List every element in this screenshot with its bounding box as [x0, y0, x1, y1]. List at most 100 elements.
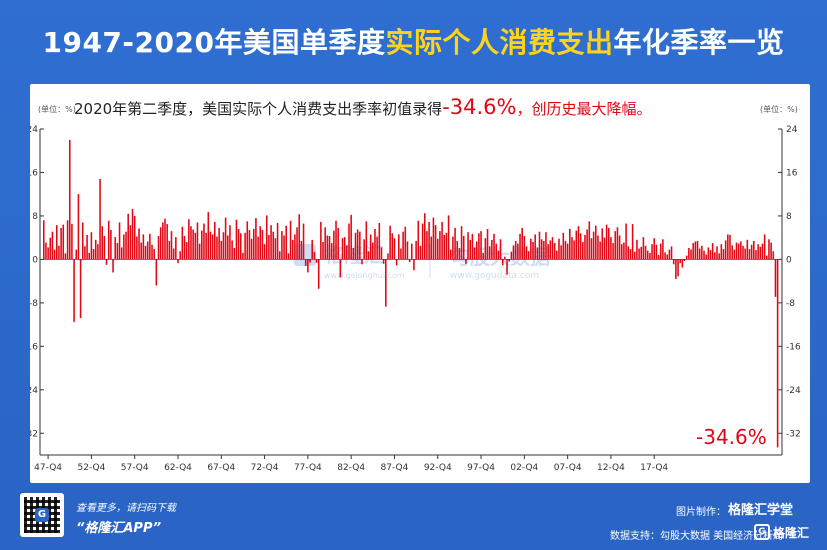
bar — [727, 234, 729, 260]
bar — [475, 241, 478, 260]
bar — [376, 236, 378, 260]
bar — [553, 243, 556, 260]
bar — [257, 236, 259, 260]
bar — [242, 252, 244, 260]
y-tick-label: -24 — [786, 386, 801, 396]
bar — [294, 234, 296, 260]
bar — [157, 236, 160, 260]
bar — [668, 249, 671, 260]
y-tick-label: 16 — [786, 168, 798, 178]
bar — [742, 245, 744, 260]
bar — [688, 247, 690, 260]
bar — [73, 259, 75, 322]
bar — [638, 248, 640, 260]
bar — [330, 243, 333, 260]
bar — [287, 253, 290, 260]
bar — [540, 239, 543, 260]
bar — [413, 259, 415, 271]
bar — [430, 236, 433, 260]
bar — [90, 232, 93, 260]
bar — [426, 231, 428, 260]
bar — [194, 232, 197, 260]
bar — [569, 228, 571, 260]
bar — [627, 246, 630, 260]
bar — [359, 231, 361, 260]
bar — [449, 249, 452, 260]
bar — [237, 228, 240, 260]
bar — [480, 231, 482, 260]
bar — [170, 231, 173, 260]
bar — [701, 245, 703, 260]
bar — [530, 238, 532, 260]
chart-panel: 格隆汇 www.gelonghui.com 勾股大数据 www.gogudata… — [23, 84, 810, 483]
bar — [720, 244, 723, 260]
qr-code[interactable]: G — [20, 493, 64, 537]
bar — [419, 245, 422, 260]
bar — [203, 223, 205, 260]
bar — [421, 223, 424, 260]
bar — [320, 221, 322, 260]
bar — [116, 243, 119, 260]
bar — [766, 255, 768, 260]
y-tick-label: 24 — [30, 125, 38, 135]
bar — [343, 237, 346, 260]
bar — [246, 221, 249, 260]
x-tick-label: 17-Q4 — [640, 463, 668, 473]
title-suffix: 年化季率一览 — [613, 26, 785, 59]
bar — [406, 241, 409, 260]
bar — [315, 259, 318, 263]
bar — [302, 223, 305, 260]
x-tick-label: 57-Q4 — [121, 463, 149, 473]
bar — [649, 252, 651, 260]
bar — [198, 243, 201, 260]
bar — [227, 235, 229, 260]
bar — [417, 220, 420, 260]
bar — [666, 254, 668, 260]
bar — [737, 243, 740, 260]
x-tick-label: 02-Q4 — [510, 463, 538, 473]
bar — [129, 225, 132, 260]
bar — [179, 251, 181, 260]
bar — [636, 239, 638, 260]
last-value-label: -34.6% — [696, 425, 767, 449]
bar — [456, 240, 459, 260]
y-unit-left: (单位：%) — [38, 104, 76, 114]
bar — [229, 225, 231, 260]
bar — [322, 242, 324, 260]
bar — [183, 236, 186, 260]
bar — [618, 235, 621, 260]
x-tick-label: 72-Q4 — [251, 463, 279, 473]
bar — [107, 220, 110, 260]
bar — [224, 217, 227, 260]
bar — [94, 239, 97, 260]
title-highlight: 实际个人消费支出 — [385, 26, 614, 59]
bar — [642, 237, 645, 260]
bar — [462, 236, 465, 260]
bar — [283, 235, 285, 260]
app-logo-icon: G — [35, 508, 49, 522]
y-tick-label: 16 — [30, 168, 38, 178]
bar — [248, 230, 251, 260]
bar — [365, 221, 368, 260]
bar — [391, 233, 394, 260]
bar — [467, 232, 469, 260]
bar — [521, 227, 523, 260]
bar — [346, 245, 348, 260]
bar — [123, 234, 125, 260]
bar — [538, 231, 541, 260]
bar — [270, 225, 272, 260]
data-source: 数据支持：勾股大数据 美国经济分析局 — [610, 531, 784, 542]
bar — [709, 250, 712, 260]
bar — [746, 239, 749, 260]
bar — [454, 227, 456, 260]
bar — [114, 237, 116, 260]
bar — [545, 232, 547, 260]
bar — [605, 224, 608, 260]
x-tick-label: 52-Q4 — [77, 463, 105, 473]
bar — [512, 245, 515, 260]
bar — [411, 243, 413, 260]
bar — [125, 231, 127, 260]
bar — [233, 247, 236, 260]
bar — [610, 237, 612, 260]
bar — [177, 259, 179, 264]
